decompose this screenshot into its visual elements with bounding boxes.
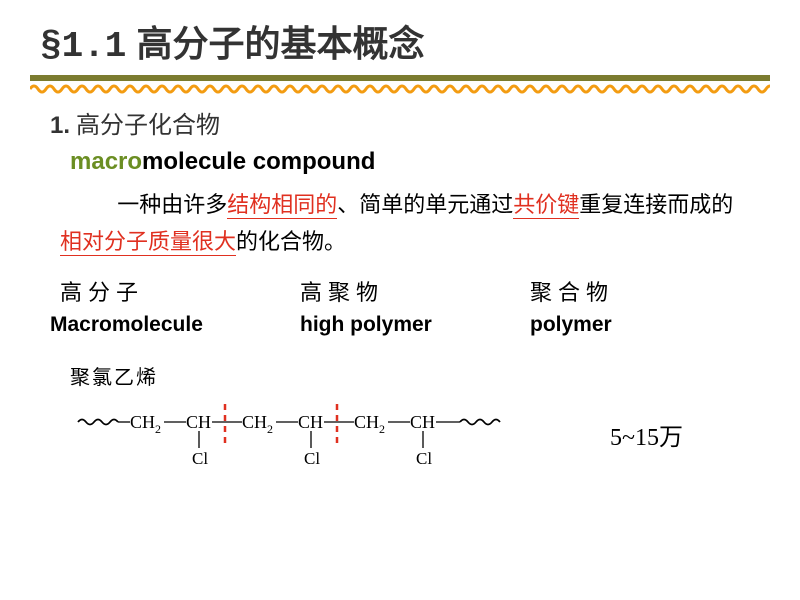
term-zh-3: 聚合物 <box>530 275 730 307</box>
section-heading: 1. 高分子化合物 <box>50 105 760 140</box>
terms-row-en: Macromolecule high polymer polymer <box>50 313 760 337</box>
term-en-1: Macromolecule <box>50 313 300 337</box>
def-part: 一种由许多 <box>117 192 227 217</box>
terms-row-zh: 高分子 高聚物 聚合物 <box>50 275 760 307</box>
def-part: 、简单的单元通过 <box>337 192 513 217</box>
svg-text:CH: CH <box>298 412 323 432</box>
svg-text:Cl: Cl <box>304 449 320 468</box>
svg-text:Cl: Cl <box>192 449 208 468</box>
svg-text:CH2: CH2 <box>130 412 161 436</box>
def-highlight: 共价键 <box>513 192 579 219</box>
def-highlight: 相对分子质量很大 <box>60 229 236 256</box>
english-term: macromolecule compound <box>70 148 760 176</box>
term-zh-1: 高分子 <box>60 275 300 307</box>
def-part: 重复连接而成的 <box>579 192 733 217</box>
term-en-2: high polymer <box>300 313 530 337</box>
polymer-chain: CH2 CH Cl CH2 CH Cl CH2 CH Cl <box>70 400 540 470</box>
def-part: 的化合物。 <box>236 229 346 254</box>
heading-text: 高分子化合物 <box>76 113 220 139</box>
svg-text:CH2: CH2 <box>354 412 385 436</box>
term-zh-2: 高聚物 <box>300 275 530 307</box>
svg-text:CH: CH <box>410 412 435 432</box>
def-highlight: 结构相同的 <box>227 192 337 219</box>
compound-name: 聚氯乙烯 <box>70 361 760 390</box>
svg-text:CH2: CH2 <box>242 412 273 436</box>
svg-text:Cl: Cl <box>416 449 432 468</box>
term-prefix: macro <box>70 148 142 175</box>
polymer-chain-row: CH2 CH Cl CH2 CH Cl CH2 CH Cl 5~15万 <box>70 400 760 470</box>
molecular-weight: 5~15万 <box>610 417 683 452</box>
title-text: 高分子的基本概念 <box>136 23 424 64</box>
heading-number: 1. <box>50 112 70 139</box>
slide-title: §1.1 高分子的基本概念 <box>40 15 770 67</box>
term-en-3: polymer <box>530 313 730 337</box>
divider-bar <box>30 75 770 81</box>
definition-text: 一种由许多结构相同的、简单的单元通过共价键重复连接而成的相对分子质量很大的化合物… <box>60 186 750 261</box>
wavy-divider <box>30 83 770 95</box>
term-rest: molecule compound <box>142 148 375 175</box>
section-number: §1.1 <box>40 26 126 67</box>
svg-text:CH: CH <box>186 412 211 432</box>
